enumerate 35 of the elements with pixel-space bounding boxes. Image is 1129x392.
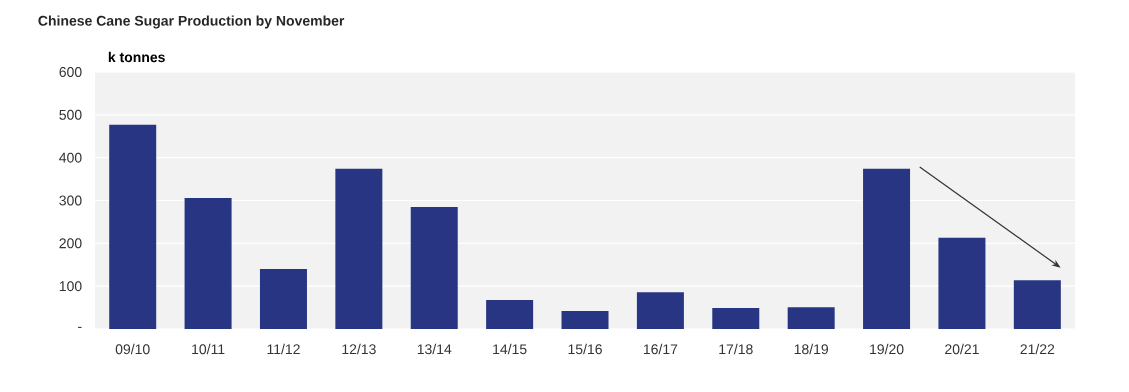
bar (410, 206, 458, 329)
x-tick-label: 16/17 (643, 343, 678, 355)
bar (863, 168, 911, 329)
x-tick-label: 13/14 (417, 343, 452, 355)
y-tick-label: - (78, 326, 82, 328)
x-tick-label: 19/20 (870, 343, 904, 355)
x-tick-label: 12/13 (342, 343, 376, 355)
chart-title: Chinese Cane Sugar Production by November (38, 15, 345, 29)
x-tick-label: 14/15 (493, 343, 527, 355)
x-tick-label: 15/16 (568, 343, 602, 355)
y-tick-label: 500 (59, 109, 82, 120)
x-tick-label: 10/11 (192, 343, 225, 355)
y-tick-label: 100 (59, 281, 82, 292)
bar (184, 197, 232, 329)
bar (938, 237, 986, 329)
y-tick-label: 400 (59, 152, 82, 163)
x-tick-label: 11/12 (267, 343, 300, 355)
x-tick-label: 20/21 (945, 343, 979, 355)
bar (109, 124, 157, 329)
bar (259, 269, 307, 329)
y-tick-label: 200 (59, 238, 82, 249)
x-tick-label: 21/22 (1020, 343, 1055, 355)
bar (486, 299, 534, 329)
y-tick-label: 600 (59, 67, 82, 77)
bar (712, 308, 760, 329)
bar (561, 311, 609, 329)
x-tick-label: 09/10 (115, 343, 150, 355)
x-tick-label: 17/18 (719, 343, 753, 355)
bar (636, 292, 684, 329)
bar (335, 168, 383, 329)
bar (787, 307, 835, 329)
y-tick-label: 300 (59, 195, 82, 206)
bar (1013, 280, 1061, 329)
y-axis-title: k tonnes (108, 51, 165, 63)
x-tick-label: 18/19 (794, 343, 829, 355)
